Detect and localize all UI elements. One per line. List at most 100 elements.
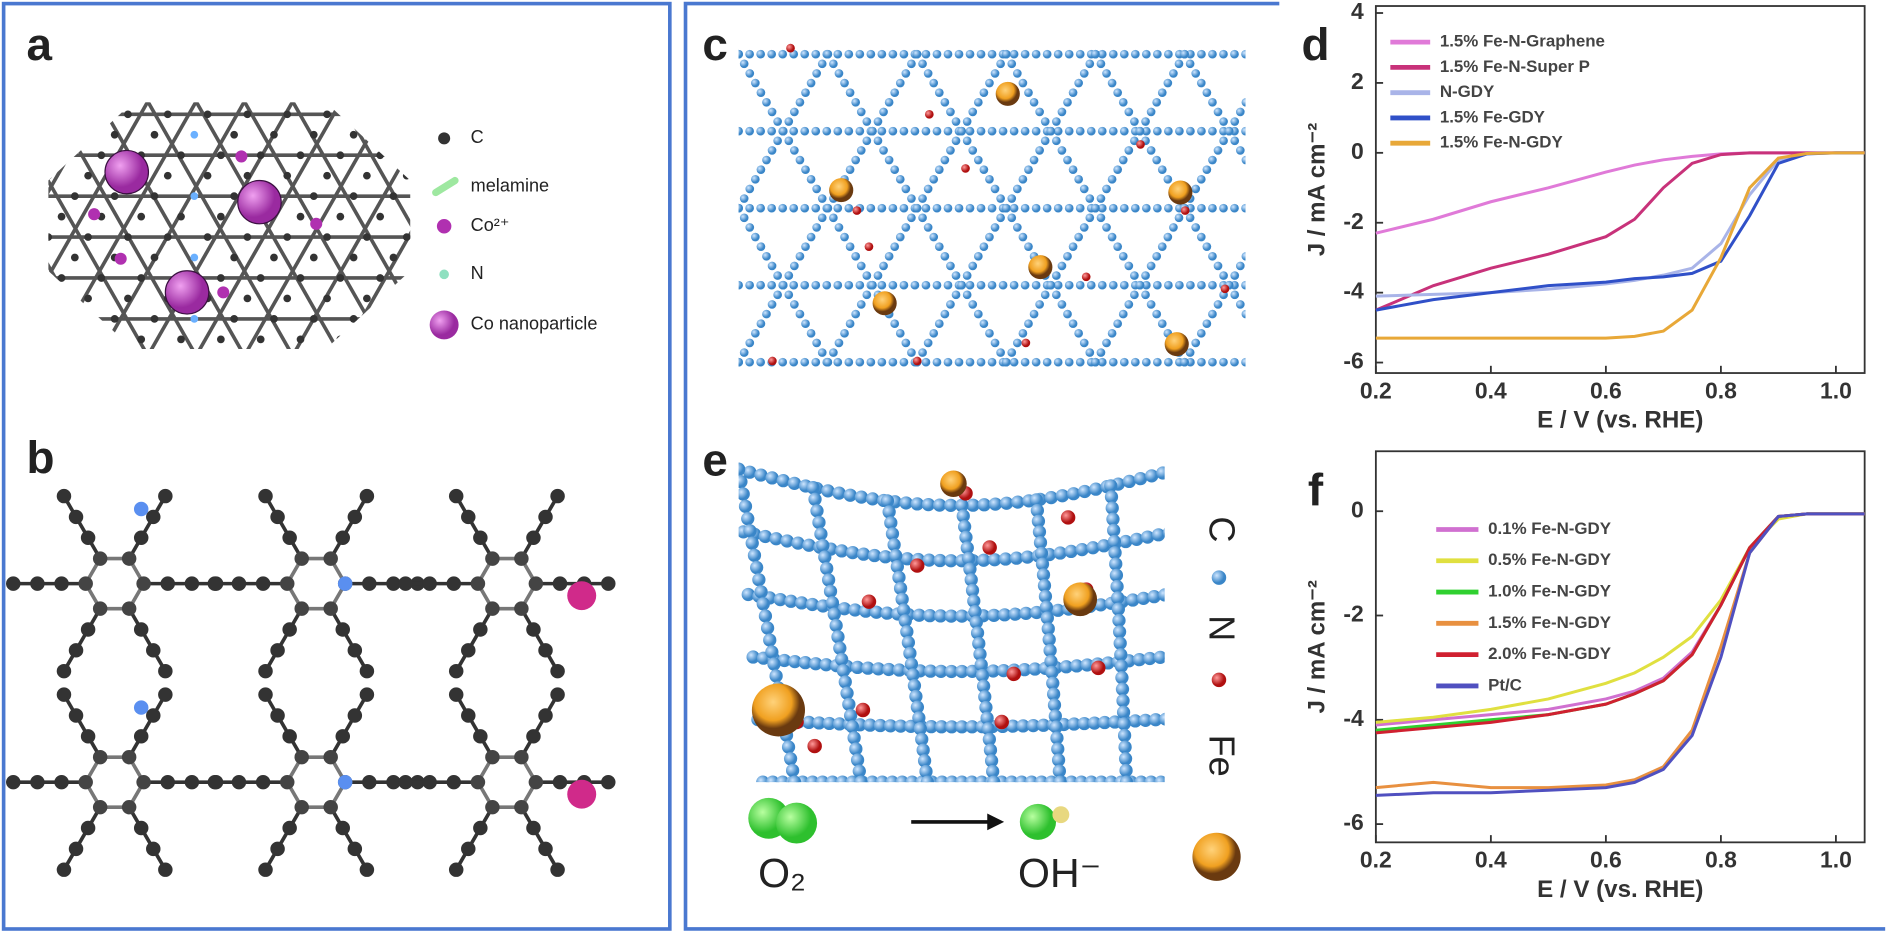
atom xyxy=(1086,126,1096,136)
atom xyxy=(729,348,738,357)
panel-label: d xyxy=(1302,19,1330,70)
atom xyxy=(964,573,978,587)
atom xyxy=(1342,79,1351,88)
atom xyxy=(833,49,843,59)
legend-text: N xyxy=(471,263,484,283)
atom xyxy=(1196,174,1206,184)
atom xyxy=(1146,107,1156,117)
atom xyxy=(1554,175,1563,184)
atom xyxy=(1009,49,1019,59)
atom xyxy=(366,185,375,194)
atom xyxy=(1079,338,1089,348)
atom xyxy=(825,775,840,783)
atom xyxy=(645,50,654,59)
atom xyxy=(1286,329,1295,338)
atom xyxy=(1157,242,1167,252)
atom xyxy=(1102,223,1111,232)
atom xyxy=(1241,126,1246,136)
n-atom xyxy=(982,540,997,555)
atom xyxy=(550,213,559,222)
atom xyxy=(461,213,470,222)
atom xyxy=(84,294,92,303)
atom xyxy=(1112,625,1127,639)
atom xyxy=(1219,117,1228,126)
atom xyxy=(366,339,375,348)
atom xyxy=(1020,126,1030,136)
atom xyxy=(335,820,350,836)
atom xyxy=(987,280,997,290)
atom xyxy=(1007,213,1017,223)
atom xyxy=(422,127,431,136)
atom xyxy=(216,79,225,88)
atom xyxy=(873,271,883,280)
atom xyxy=(932,498,947,512)
atom xyxy=(1153,203,1162,213)
atom xyxy=(1504,300,1513,309)
atom xyxy=(177,151,185,160)
atom xyxy=(243,171,252,180)
atom xyxy=(1386,156,1395,165)
atom xyxy=(556,50,565,59)
atom xyxy=(1126,593,1140,607)
atom xyxy=(800,357,810,367)
atom xyxy=(461,348,470,357)
atom xyxy=(422,127,431,136)
atom xyxy=(514,601,529,616)
atom xyxy=(288,358,297,367)
atom xyxy=(1119,357,1129,367)
atom xyxy=(124,294,132,303)
atom xyxy=(1033,535,1048,550)
atom xyxy=(784,136,794,146)
atom xyxy=(695,290,704,299)
y-tick-label: -2 xyxy=(1343,208,1363,234)
atom xyxy=(656,69,665,78)
atom xyxy=(745,184,755,194)
atom xyxy=(888,49,898,59)
atom xyxy=(984,754,999,768)
n-atom xyxy=(861,594,877,609)
co-particle xyxy=(429,310,459,340)
atom xyxy=(1012,223,1022,232)
atom xyxy=(1331,156,1340,165)
atom xyxy=(1409,271,1418,280)
atom xyxy=(1119,775,1134,783)
atom xyxy=(1247,242,1256,251)
atom xyxy=(612,300,621,309)
atom xyxy=(1186,126,1195,136)
atom xyxy=(150,253,159,262)
atom xyxy=(932,126,942,136)
atom xyxy=(756,775,770,783)
atom xyxy=(1426,242,1435,251)
atom xyxy=(1520,79,1529,88)
atom xyxy=(349,315,358,323)
atom xyxy=(1141,271,1150,280)
atom xyxy=(1448,358,1457,367)
atom xyxy=(1704,339,1713,348)
atom xyxy=(1040,611,1054,625)
atom xyxy=(184,576,200,591)
atom xyxy=(877,49,887,59)
atom xyxy=(1219,203,1228,213)
atom xyxy=(998,126,1008,136)
atom xyxy=(517,117,526,126)
atom xyxy=(1009,280,1019,290)
atom xyxy=(1582,127,1591,136)
bond xyxy=(336,102,411,349)
atom xyxy=(1420,252,1429,261)
y-tick-label: -2 xyxy=(1343,601,1363,627)
atom xyxy=(448,862,464,877)
atom xyxy=(203,110,212,119)
bond xyxy=(263,693,304,759)
atom xyxy=(940,155,950,165)
atom xyxy=(894,719,908,733)
atom xyxy=(1085,59,1095,69)
atom xyxy=(868,126,877,136)
atom xyxy=(890,242,900,252)
atom xyxy=(1598,252,1607,261)
atom xyxy=(758,529,772,544)
atom xyxy=(606,271,615,280)
atom xyxy=(834,338,844,348)
atom xyxy=(1017,663,1032,677)
data-line xyxy=(1375,512,1865,724)
atom xyxy=(1141,126,1151,136)
